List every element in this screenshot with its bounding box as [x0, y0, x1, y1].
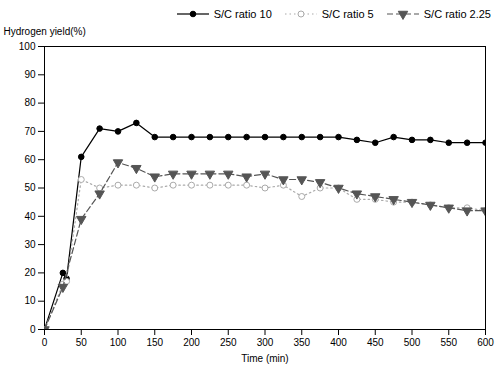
svg-text:550: 550: [440, 337, 457, 348]
svg-text:400: 400: [330, 337, 347, 348]
svg-text:100: 100: [19, 41, 36, 52]
svg-text:450: 450: [367, 337, 384, 348]
svg-text:Time (min): Time (min): [241, 353, 288, 364]
svg-text:300: 300: [257, 337, 274, 348]
svg-text:100: 100: [110, 337, 127, 348]
svg-text:10: 10: [24, 295, 36, 306]
svg-text:0: 0: [42, 337, 48, 348]
svg-text:90: 90: [24, 69, 36, 80]
svg-text:500: 500: [404, 337, 421, 348]
svg-text:50: 50: [24, 182, 36, 193]
svg-text:150: 150: [146, 337, 163, 348]
svg-text:0: 0: [30, 324, 36, 335]
svg-text:40: 40: [24, 211, 36, 222]
svg-text:60: 60: [24, 154, 36, 165]
html-text:S/C ratio 10: S/C ratio 10: [213, 8, 272, 20]
svg-text:70: 70: [24, 126, 36, 137]
svg-text:30: 30: [24, 239, 36, 250]
svg-text:600: 600: [477, 337, 494, 348]
html-text:S/C ratio 5: S/C ratio 5: [321, 8, 374, 20]
html-text:S/C ratio 2.25: S/C ratio 2.25: [423, 8, 491, 20]
svg-text:80: 80: [24, 97, 36, 108]
svg-text:200: 200: [183, 337, 200, 348]
svg-text:50: 50: [76, 337, 88, 348]
svg-text:Hydrogen yield(%): Hydrogen yield(%): [4, 26, 86, 37]
svg-text:350: 350: [293, 337, 310, 348]
svg-text:250: 250: [220, 337, 237, 348]
svg-text:20: 20: [24, 267, 36, 278]
